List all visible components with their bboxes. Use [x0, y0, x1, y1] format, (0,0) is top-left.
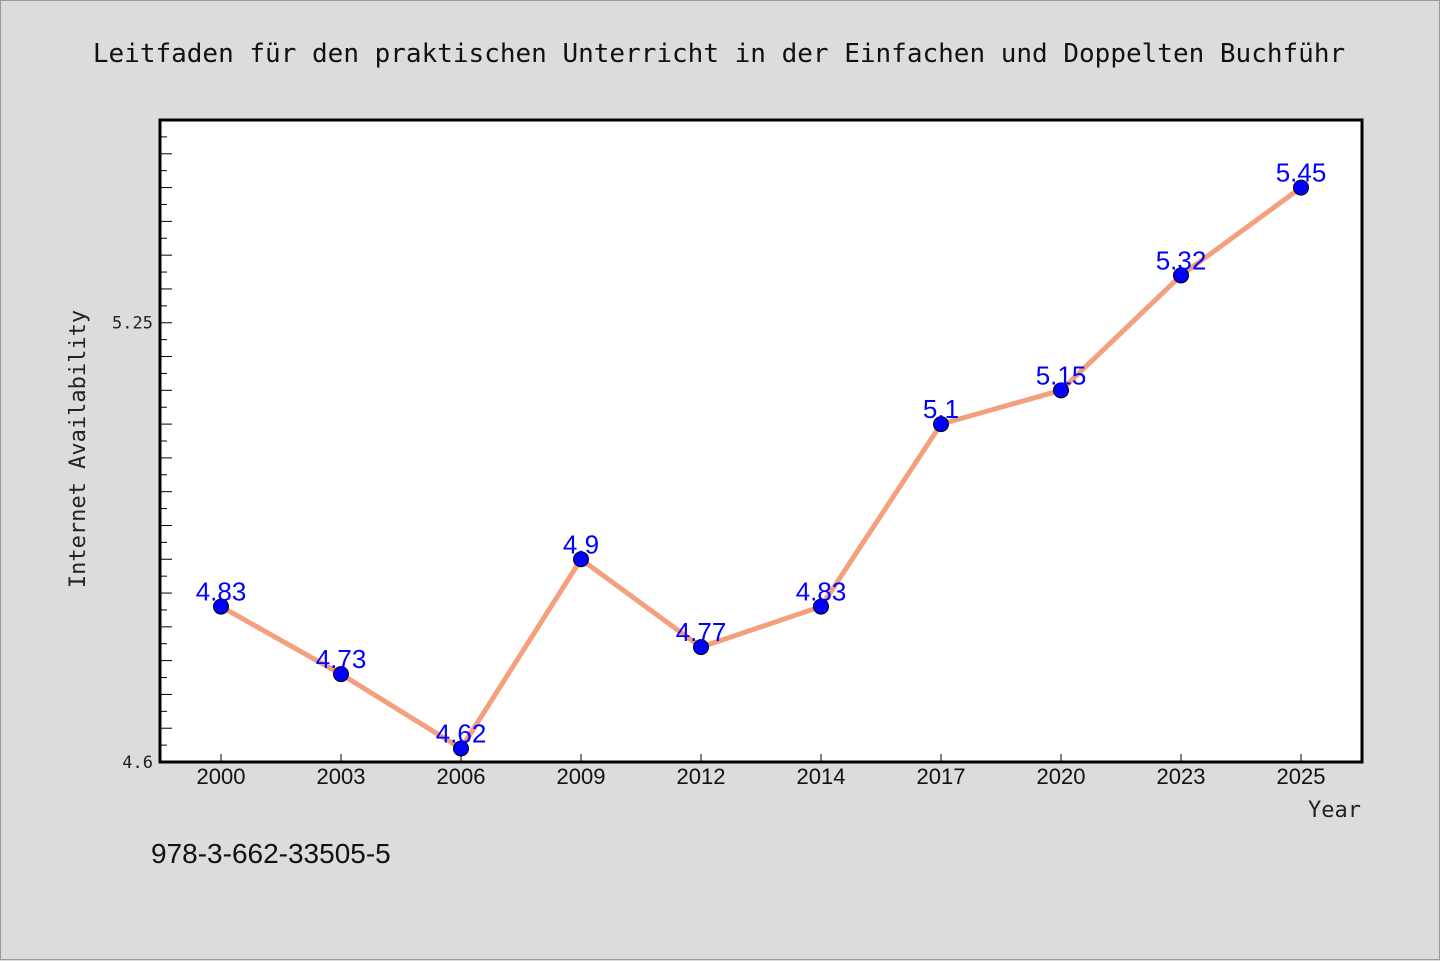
- x-tick-label: 2014: [797, 764, 846, 789]
- data-label: 4.77: [676, 617, 727, 647]
- data-markers: [213, 179, 1309, 757]
- y-tick-label: 4.6: [122, 753, 153, 773]
- data-point: [1293, 179, 1309, 196]
- x-tick-label: 2020: [1037, 764, 1086, 789]
- y-axis-label: Internet Availability: [66, 310, 91, 588]
- data-point: [573, 551, 589, 568]
- data-point: [813, 598, 829, 615]
- data-labels: 4.83 4.73 4.62 4.9 4.77 4.83 5.1 5.15 5.32 5.45: [196, 158, 1327, 749]
- x-tick-label: 2003: [317, 764, 366, 789]
- data-label: 5.45: [1276, 158, 1327, 188]
- data-point: [933, 416, 949, 433]
- y-minor-ticks: [160, 136, 172, 763]
- chart-title: Leitfaden für den praktischen Unterricht…: [93, 39, 1345, 69]
- data-label: 4.83: [796, 577, 847, 607]
- x-tick-label: 2023: [1157, 764, 1206, 789]
- y-tick-labels: 4.6 5.25: [112, 314, 153, 773]
- y-tick-label: 5.25: [112, 314, 153, 334]
- data-point: [213, 598, 229, 615]
- data-label: 5.15: [1036, 360, 1087, 390]
- isbn-footnote: 978-3-662-33505-5: [151, 838, 391, 869]
- x-tick-label: 2006: [437, 764, 486, 789]
- data-label: 4.73: [316, 644, 367, 674]
- x-tick-label: 2025: [1277, 764, 1326, 789]
- data-point: [333, 666, 349, 683]
- x-tick-label: 2017: [917, 764, 966, 789]
- data-point: [1173, 267, 1189, 284]
- data-label: 4.62: [436, 718, 487, 748]
- data-point: [693, 639, 709, 656]
- x-tick-label: 2012: [677, 764, 726, 789]
- x-tick-label: 2009: [557, 764, 606, 789]
- data-point: [1053, 382, 1069, 399]
- data-label: 4.9: [563, 529, 599, 559]
- data-point: [453, 740, 469, 757]
- plot-area: [158, 118, 1364, 764]
- series-line: [219, 185, 1303, 751]
- data-label: 4.83: [196, 577, 247, 607]
- x-tick-labels: 2000 2003 2006 2009 2012 2014 2017 2020 2023 2025: [197, 764, 1326, 789]
- data-label: 5.32: [1156, 245, 1207, 275]
- x-tick-label: 2000: [197, 764, 246, 789]
- x-axis-label: Year: [1308, 798, 1361, 823]
- data-label: 5.1: [923, 394, 959, 424]
